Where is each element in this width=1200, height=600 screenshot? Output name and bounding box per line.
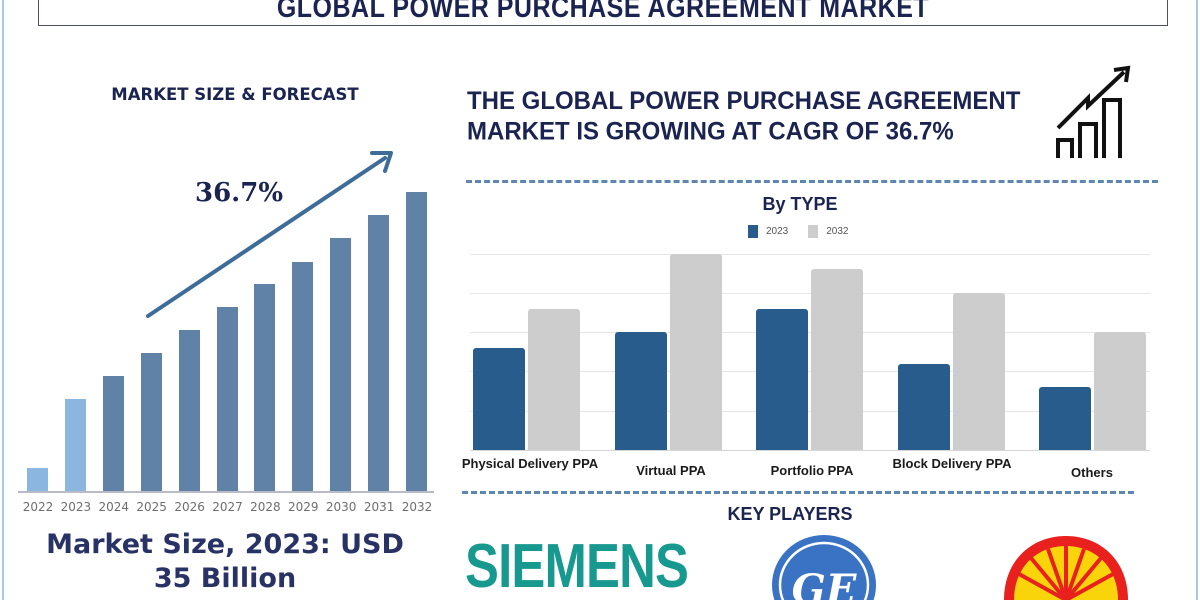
year-label-2028: 2028 xyxy=(250,500,281,514)
year-label-2029: 2029 xyxy=(288,500,319,514)
forecast-bar-2028 xyxy=(254,284,276,491)
forecast-bar-2030 xyxy=(330,238,352,491)
type-bar-2023 xyxy=(1039,387,1091,450)
type-bar-2023 xyxy=(756,308,808,450)
legend-swatch-2032 xyxy=(808,225,819,238)
gridline xyxy=(470,371,1150,373)
category-label-block: Block Delivery PPA xyxy=(892,456,1012,471)
frame-border-left xyxy=(2,0,4,600)
cagr-headline: THE GLOBAL POWER PURCHASE AGREEMENT MARK… xyxy=(467,86,1047,147)
gridline xyxy=(470,410,1150,412)
headline-line-1: THE GLOBAL POWER PURCHASE AGREEMENT xyxy=(467,87,1021,116)
type-bar-2032 xyxy=(811,269,863,450)
forecast-bar-2023 xyxy=(64,399,86,491)
divider-bottom xyxy=(462,491,1134,494)
market-size-line-1: Market Size, 2023: USD xyxy=(46,529,404,560)
year-label-2030: 2030 xyxy=(325,500,357,514)
year-label-2022: 2022 xyxy=(22,500,54,514)
type-chart-legend: 2023 2032 xyxy=(748,225,863,238)
gridline xyxy=(470,332,1150,334)
category-label-others: Others xyxy=(1071,465,1113,480)
forecast-bar-2025 xyxy=(140,353,162,491)
forecast-bar-2026 xyxy=(178,330,200,491)
market-size-summary: Market Size, 2023: USD 35 Billion xyxy=(0,528,450,596)
forecast-bar-2027 xyxy=(216,307,238,491)
category-label-portfolio: Portfolio PPA xyxy=(770,463,854,478)
category-label-physical: Physical Delivery PPA xyxy=(461,456,599,471)
legend-item-2023: 2023 xyxy=(748,225,788,238)
type-bar-2023 xyxy=(898,363,950,450)
year-label-2023: 2023 xyxy=(60,500,92,514)
type-chart-baseline xyxy=(470,450,1150,451)
year-label-2032: 2032 xyxy=(401,500,433,514)
legend-label-2032: 2032 xyxy=(826,226,849,237)
shell-logo xyxy=(1004,536,1128,600)
type-bar-2032 xyxy=(528,308,580,450)
growth-arrow-icon xyxy=(146,151,393,318)
category-label-virtual: Virtual PPA xyxy=(636,463,706,478)
gridline xyxy=(470,292,1150,294)
siemens-logo: SIEMENS xyxy=(465,532,689,600)
forecast-chart-baseline xyxy=(18,491,434,493)
page-title: GLOBAL POWER PURCHASE AGREEMENT MARKET xyxy=(276,0,930,25)
forecast-bar-2024 xyxy=(102,376,124,491)
forecast-heading: MARKET SIZE & FORECAST xyxy=(111,85,359,104)
ge-logo: GE xyxy=(772,535,876,600)
type-bar-2032 xyxy=(670,253,722,450)
legend-label-2023: 2023 xyxy=(766,226,789,237)
headline-line-2: MARKET IS GROWING AT CAGR OF 36.7% xyxy=(467,117,954,146)
type-bar-2032 xyxy=(1094,332,1146,450)
year-label-2031: 2031 xyxy=(363,500,395,514)
title-banner: GLOBAL POWER PURCHASE AGREEMENT MARKET xyxy=(38,0,1168,26)
frame-border-right xyxy=(1196,0,1198,600)
year-label-2027: 2027 xyxy=(212,500,243,514)
year-label-2026: 2026 xyxy=(174,500,205,514)
forecast-bar-2029 xyxy=(292,262,314,491)
type-chart-title: By TYPE xyxy=(762,194,838,214)
forecast-bar-chart: 2022 2023 2024 2025 2026 2027 2028 2029 2030 2031… xyxy=(0,0,450,520)
svg-text:GE: GE xyxy=(792,566,857,600)
legend-swatch-2023 xyxy=(748,225,758,238)
year-label-2025: 2025 xyxy=(136,500,167,514)
legend-item-2032: 2032 xyxy=(808,225,849,238)
gridline xyxy=(470,253,1150,255)
divider-top xyxy=(466,180,1158,183)
key-players-title: KEY PLAYERS xyxy=(727,504,853,524)
type-bar-2023 xyxy=(615,332,667,450)
forecast-bar-2032 xyxy=(406,192,427,491)
cagr-annotation: 36.7% xyxy=(195,178,284,208)
market-size-line-2: 35 Billion xyxy=(153,563,297,594)
growth-chart-icon xyxy=(1056,65,1131,158)
forecast-bar-2031 xyxy=(368,215,390,491)
type-bar-2023 xyxy=(473,347,525,450)
forecast-bar-2022 xyxy=(27,468,48,491)
year-label-2024: 2024 xyxy=(98,500,130,514)
type-bar-2032 xyxy=(953,292,1005,450)
